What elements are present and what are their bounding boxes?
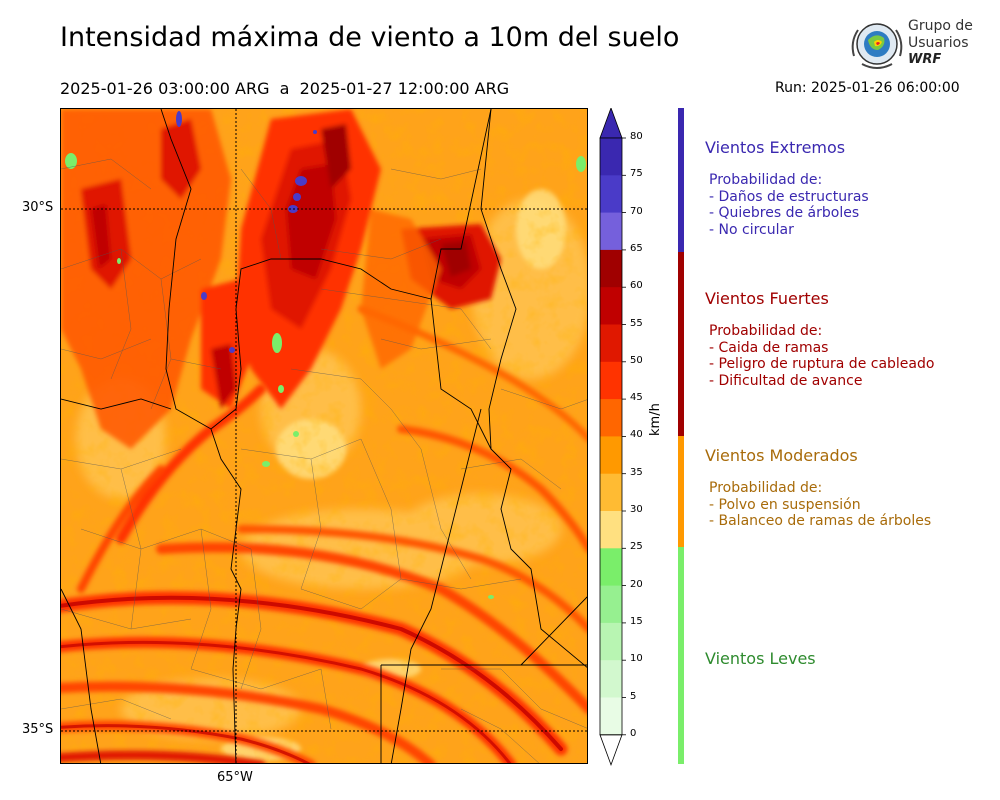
category-line: - Dificultad de avance — [709, 372, 863, 389]
category-title-light: Vientos Leves — [705, 649, 816, 668]
category-line: - Balanceo de ramas de árboles — [709, 513, 932, 529]
colorbar-tick-label: 70 — [630, 205, 643, 217]
category-line: Probabilidad de: — [709, 172, 823, 188]
logo-text-line1: Grupo de — [908, 18, 973, 34]
colorbar-tick-label: 80 — [630, 131, 643, 142]
colorbar-segment — [600, 138, 622, 176]
colorbar-segment — [600, 548, 622, 587]
category-lines-moderate: Probabilidad de: - Polvo en suspensión -… — [709, 480, 931, 530]
category-bar-moderate — [678, 436, 684, 547]
colorbar-segment — [600, 249, 622, 288]
colorbar-tick-label: 65 — [630, 242, 643, 254]
category-title-strong: Vientos Fuertes — [705, 289, 829, 308]
colorbar-segment — [600, 622, 622, 661]
category-title-extreme: Vientos Extremos — [705, 138, 846, 157]
colorbar-tick-label: 35 — [630, 466, 643, 478]
colorbar-segment — [600, 436, 622, 475]
colorbar-segment — [600, 175, 622, 214]
colorbar-segment — [600, 361, 622, 400]
lon-label-65w: 65°W — [217, 770, 253, 785]
logo-text-line3: WRF — [908, 52, 942, 67]
lat-label-30s: 30°S — [22, 200, 54, 215]
colorbar-segment — [600, 585, 622, 624]
category-lines-strong: Probabilidad de: - Caida de ramas - Peli… — [709, 323, 934, 389]
colorbar-tick-label: 25 — [630, 541, 643, 553]
wind-map — [60, 108, 588, 764]
category-line: - Quiebres de árboles — [709, 205, 860, 221]
lat-label-35s: 35°S — [22, 722, 54, 737]
colorbar-segment — [600, 697, 622, 736]
colorbar-tick-label: 10 — [630, 653, 643, 665]
category-title-moderate: Vientos Moderados — [705, 446, 858, 465]
colorbar-tick-label: 75 — [630, 168, 643, 180]
colorbar-tick-label: 50 — [630, 354, 643, 366]
colorbar-tick-label: 0 — [630, 727, 637, 739]
category-line: Probabilidad de: — [709, 480, 823, 496]
category-line: - Polvo en suspensión — [709, 496, 861, 513]
globe-logo-icon — [851, 23, 903, 69]
map-title: Intensidad máxima de viento a 10m del su… — [60, 22, 680, 53]
colorbar-segment — [600, 511, 622, 549]
category-line: - Caida de ramas — [709, 339, 829, 356]
category-bar-strong — [678, 252, 684, 436]
colorbar-segment — [600, 324, 622, 363]
colorbar-segment — [600, 287, 622, 325]
category-bar-light — [678, 547, 684, 764]
colorbar-tick-label: 40 — [630, 429, 643, 441]
colorbar-tick-label: 20 — [630, 578, 643, 590]
colorbar-segment — [600, 212, 622, 251]
colorbar-unit: km/h — [648, 403, 663, 436]
logo-text-line2: Usuarios — [908, 35, 969, 51]
colorbar-segment — [600, 473, 622, 512]
colorbar-tick-label: 60 — [630, 280, 643, 292]
forecast-period: 2025-01-26 03:00:00 ARG a 2025-01-27 12:… — [60, 79, 510, 98]
colorbar-arrow-bottom — [599, 734, 623, 766]
colorbar-tick-label: 45 — [630, 392, 643, 404]
colorbar-tick-label: 30 — [630, 504, 643, 515]
category-line: Probabilidad de: — [709, 323, 823, 339]
category-line: - Daños de estructuras — [709, 188, 869, 205]
colorbar-scale — [599, 106, 626, 766]
colorbar-tick-label: 55 — [630, 317, 643, 329]
colorbar — [598, 106, 658, 768]
category-bar-extreme — [678, 108, 684, 252]
colorbar-tick-label: 5 — [630, 690, 637, 702]
colorbar-arrow-top — [599, 106, 623, 139]
category-lines-extreme: Probabilidad de: - Daños de estructuras … — [709, 172, 869, 238]
category-line: - Peligro de ruptura de cableado — [709, 356, 935, 372]
colorbar-segment — [600, 399, 622, 437]
run-time: Run: 2025-01-26 06:00:00 — [775, 80, 960, 96]
colorbar-segment — [600, 660, 622, 698]
colorbar-tick-label: 15 — [630, 615, 643, 627]
wrf-logo: Grupo de Usuarios WRF — [848, 16, 973, 72]
wind-map-canvas — [61, 109, 587, 763]
category-line: - No circular — [709, 221, 794, 238]
